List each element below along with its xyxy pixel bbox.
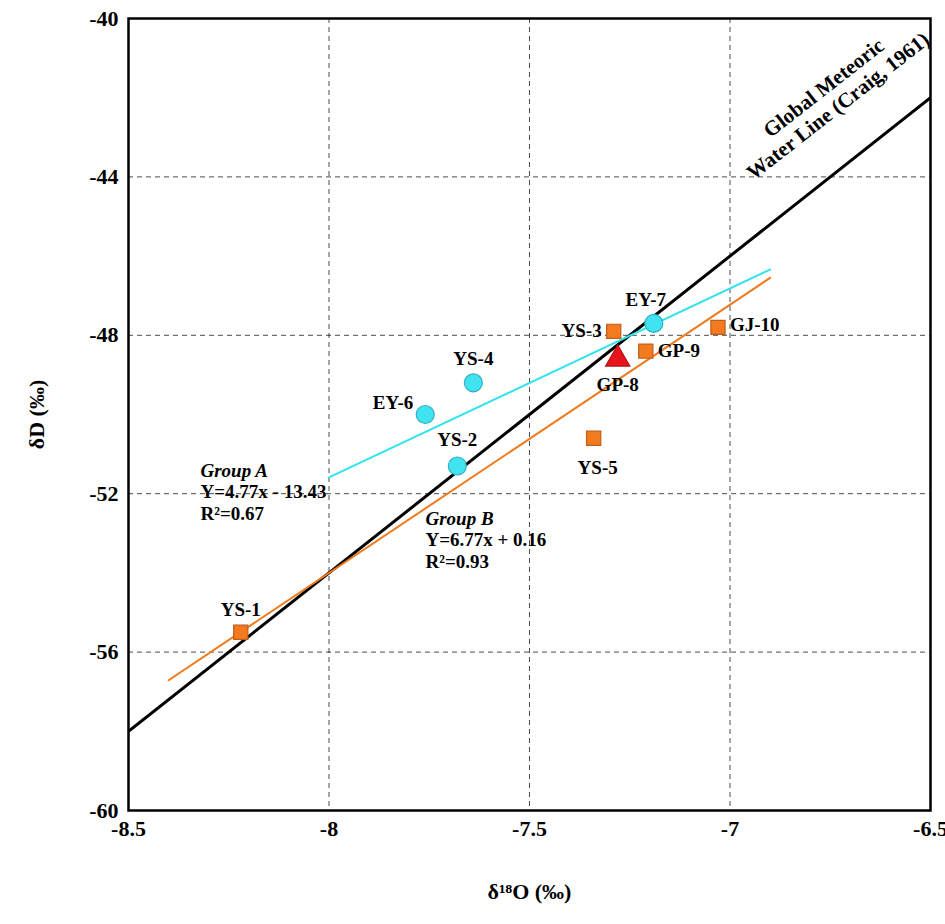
svg-text:YS-2: YS-2 [437,429,477,450]
svg-text:-40: -40 [89,6,118,31]
svg-text:δ¹⁸O (‰): δ¹⁸O (‰) [488,879,572,904]
svg-text:R²=0.93: R²=0.93 [426,551,490,572]
svg-text:EY-6: EY-6 [373,392,413,413]
svg-text:δD (‰): δD (‰) [24,380,49,449]
svg-text:-48: -48 [89,322,118,347]
svg-text:YS-5: YS-5 [578,457,618,478]
svg-text:GJ-10: GJ-10 [730,314,780,335]
svg-text:-6.5: -6.5 [913,816,945,841]
svg-text:-60: -60 [89,798,118,823]
svg-text:-52: -52 [89,481,118,506]
svg-text:YS-4: YS-4 [453,348,494,369]
svg-text:-8.5: -8.5 [111,816,146,842]
svg-text:R²=0.67: R²=0.67 [201,503,265,524]
svg-text:GP-8: GP-8 [597,374,639,395]
svg-text:Group A: Group A [201,460,268,481]
svg-text:-7: -7 [721,816,739,841]
svg-text:GP-9: GP-9 [658,340,700,361]
svg-text:Group B: Group B [426,508,494,529]
svg-text:-8: -8 [320,816,338,841]
svg-text:YS-3: YS-3 [562,320,602,341]
svg-text:-7.5: -7.5 [512,816,547,841]
svg-text:-56: -56 [89,639,118,664]
svg-text:YS-1: YS-1 [221,599,261,620]
svg-text:Y=4.77x - 13.43: Y=4.77x - 13.43 [201,481,327,502]
svg-text:-44: -44 [89,164,118,189]
svg-text:Global MeteoricWater Line (Cra: Global MeteoricWater Line (Craig, 1961) [728,9,934,184]
svg-text:Y=6.77x + 0.16: Y=6.77x + 0.16 [426,529,547,550]
svg-text:EY-7: EY-7 [626,289,667,310]
